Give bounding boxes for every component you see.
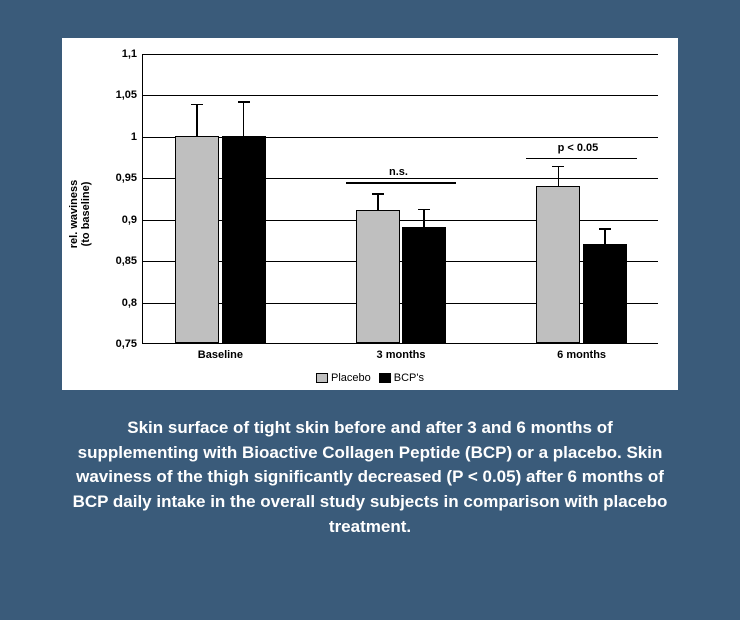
y-tick-label: 1,05 [116, 89, 143, 101]
gridline [143, 261, 658, 262]
error-cap [599, 228, 611, 230]
plot-area: 0,750,80,850,90,9511,051,1Baseline3 mont… [142, 54, 658, 344]
y-axis-label: rel. waviness(to baseline) [68, 180, 92, 249]
error-bar [558, 166, 560, 187]
gridline [143, 220, 658, 221]
annotation-text: p < 0.05 [558, 142, 599, 154]
y-tick-label: 0,85 [116, 255, 143, 267]
gridline [143, 95, 658, 96]
x-tick-label: Baseline [198, 343, 243, 361]
error-bar [243, 101, 245, 137]
legend-label: BCP's [394, 372, 424, 384]
error-bar [377, 193, 379, 211]
legend: Placebo BCP's [316, 372, 424, 384]
bar-bcps [402, 227, 446, 343]
legend-swatch [316, 373, 328, 383]
error-bar [196, 104, 198, 137]
gridline [143, 137, 658, 138]
caption-text: Skin surface of tight skin before and af… [70, 416, 670, 539]
error-bar [604, 228, 606, 245]
annotation-line [346, 182, 456, 184]
error-bar [423, 209, 425, 228]
x-tick-label: 6 months [557, 343, 606, 361]
bar-placebo [175, 136, 219, 343]
x-tick-label: 3 months [377, 343, 426, 361]
legend-swatch [379, 373, 391, 383]
gridline [143, 178, 658, 179]
error-cap [238, 101, 250, 103]
y-tick-label: 0,75 [116, 338, 143, 350]
gridline [143, 303, 658, 304]
bar-bcps [222, 136, 266, 343]
error-cap [191, 104, 203, 106]
bar-bcps [583, 244, 627, 343]
error-cap [552, 166, 564, 168]
bar-placebo [536, 186, 580, 343]
y-tick-label: 0,95 [116, 172, 143, 184]
gridline [143, 54, 658, 55]
legend-label: Placebo [331, 372, 371, 384]
y-tick-label: 0,9 [122, 214, 143, 226]
y-tick-label: 0,8 [122, 297, 143, 309]
annotation-text: n.s. [389, 166, 408, 178]
error-cap [372, 193, 384, 195]
annotation-line [526, 158, 636, 160]
y-tick-label: 1 [131, 131, 143, 143]
chart-panel: rel. waviness(to baseline) 0,750,80,850,… [62, 38, 678, 390]
error-cap [418, 209, 430, 211]
bar-placebo [356, 210, 400, 343]
y-tick-label: 1,1 [122, 48, 143, 60]
